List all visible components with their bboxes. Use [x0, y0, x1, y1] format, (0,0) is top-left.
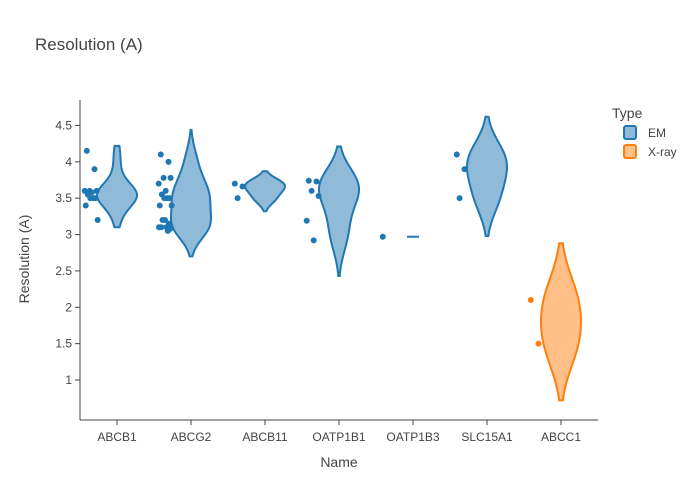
y-axis-ticks: 1 1.5 2 2.5 3 3.5 4 4.5	[55, 118, 80, 387]
data-point-abcg2	[164, 195, 171, 202]
x-axis-ticks: ABCB1 ABCG2 ABCB11 OATP1B1 OATP1B3 SLC15A1 ABC…	[97, 420, 581, 444]
data-point-abcg2	[162, 187, 169, 194]
data-point-abcc1	[535, 340, 542, 347]
x-tick-label: SLC15A1	[461, 430, 513, 444]
data-point-abcb1	[94, 217, 101, 223]
x-tick-label: ABCG2	[171, 430, 212, 444]
violin-slc15a1	[465, 115, 509, 237]
x-tick-label: OATP1B3	[386, 430, 439, 444]
y-tick-label: 3	[65, 228, 72, 242]
violin-abcb1	[95, 144, 139, 229]
data-point-abcb1	[83, 147, 90, 154]
data-point-slc15a1	[453, 151, 460, 158]
data-point-abcb11	[231, 180, 238, 187]
y-tick-label: 1.5	[55, 337, 72, 351]
x-tick-label: ABCB11	[242, 430, 287, 444]
data-point-oatp1b1	[315, 193, 322, 199]
chart-title: Resolution (A)	[35, 35, 143, 54]
y-tick-label: 4.5	[55, 118, 72, 132]
data-point-oatp1b1	[305, 177, 312, 184]
x-tick-label: ABCB1	[97, 430, 137, 444]
data-point-abcb11	[239, 183, 246, 190]
legend-swatch	[623, 125, 637, 140]
plot-area	[81, 115, 583, 402]
y-tick-label: 1	[65, 373, 72, 387]
legend-item-x-ray[interactable]: X-ray	[623, 144, 677, 159]
data-point-oatp1b1	[313, 178, 320, 185]
data-point-oatp1b1	[310, 237, 317, 244]
y-axis-title: Resolution (A)	[16, 215, 32, 304]
legend-label: EM	[648, 126, 666, 140]
data-point-abcc1	[527, 297, 534, 303]
data-point-oatp1b3	[379, 233, 386, 240]
violin-abcb11	[243, 170, 287, 213]
legend: Type EM X-ray	[612, 105, 677, 159]
data-point-abcg2	[157, 151, 164, 158]
data-point-slc15a1	[456, 195, 463, 202]
data-point-abcg2	[160, 174, 167, 181]
x-tick-label: ABCC1	[541, 430, 581, 444]
data-point-abcg2	[168, 202, 175, 209]
data-point-abcb1	[82, 202, 89, 209]
y-tick-label: 2	[65, 300, 72, 314]
data-point-abcg2	[164, 227, 171, 234]
data-point-slc15a1	[461, 166, 468, 173]
violin-abcg2	[170, 128, 212, 258]
y-tick-label: 3.5	[55, 191, 72, 205]
x-tick-label: OATP1B1	[312, 430, 365, 444]
data-point-abcb11	[234, 195, 241, 202]
data-point-abcg2	[159, 217, 166, 223]
y-tick-label: 2.5	[55, 264, 72, 278]
data-point-abcg2	[155, 180, 162, 187]
legend-label: X-ray	[648, 145, 677, 159]
data-point-abcg2	[165, 158, 172, 165]
data-point-abcb1	[91, 166, 98, 173]
data-point-abcg2	[156, 202, 163, 209]
data-point-abcb1	[93, 187, 100, 194]
x-axis-title: Name	[320, 454, 358, 470]
violin-oatp1b1	[318, 145, 360, 277]
data-point-abcg2	[156, 224, 163, 231]
legend-item-em[interactable]: EM	[623, 125, 666, 140]
data-point-oatp1b1	[308, 187, 315, 194]
legend-swatch	[623, 144, 637, 159]
data-point-abcg2	[167, 174, 174, 181]
legend-title: Type	[612, 105, 643, 121]
violin-abcc1	[539, 242, 583, 402]
y-tick-label: 4	[65, 155, 72, 169]
data-point-oatp1b1	[303, 217, 310, 224]
data-point-abcb1	[90, 195, 97, 202]
